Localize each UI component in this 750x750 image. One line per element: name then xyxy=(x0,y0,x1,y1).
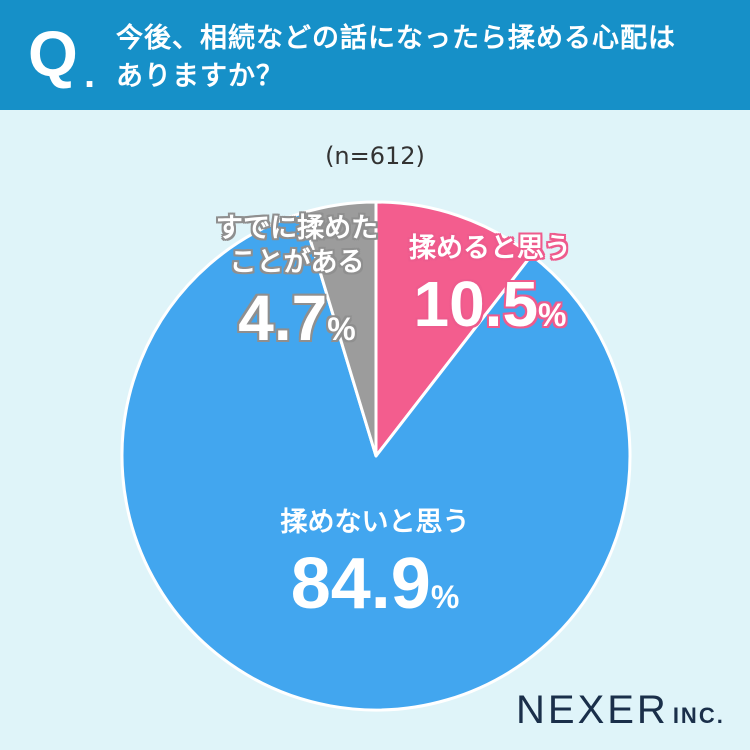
question-text: 今後、相続などの話になったら揉める心配は ありますか？ xyxy=(116,20,736,96)
logo-suffix: INC. xyxy=(672,703,725,728)
question-line-2: ありますか？ xyxy=(116,61,284,92)
sample-size: (n=612) xyxy=(325,142,425,170)
pink-slice-name: 揉めると思う xyxy=(409,233,571,264)
pink-slice-value: 10.5 xyxy=(413,268,539,340)
q-dot: . xyxy=(84,52,96,96)
q-mark: Q xyxy=(28,18,78,90)
gray-slice-name-line-2: ことがある xyxy=(229,247,365,278)
pink-slice-percent: % xyxy=(538,297,567,333)
pie-slice-blue xyxy=(120,211,632,712)
slice-label-blue: 揉めないと思う 84.9% xyxy=(255,506,495,641)
nexer-logo: NEXER INC. xyxy=(516,688,725,733)
gray-slice-name-line-1: すでに揉めた xyxy=(215,213,379,244)
blue-slice-name: 揉めないと思う xyxy=(280,507,470,538)
gray-slice-percent: % xyxy=(327,311,356,347)
question-line-1: 今後、相続などの話になったら揉める心配は xyxy=(116,23,676,54)
blue-slice-value: 84.9 xyxy=(290,544,431,624)
slice-label-gray: すでに揉めた ことがある 4.7% xyxy=(192,212,402,367)
gray-slice-value: 4.7 xyxy=(238,282,328,354)
question-header: Q . 今後、相続などの話になったら揉める心配は ありますか？ xyxy=(0,0,750,110)
slice-label-pink: 揉めると思う 10.5% xyxy=(390,232,590,353)
blue-slice-percent: % xyxy=(430,579,460,615)
pie-slice-gray xyxy=(300,200,378,458)
pie-slice-pink xyxy=(374,200,534,458)
logo-main: NEXER xyxy=(516,688,669,732)
